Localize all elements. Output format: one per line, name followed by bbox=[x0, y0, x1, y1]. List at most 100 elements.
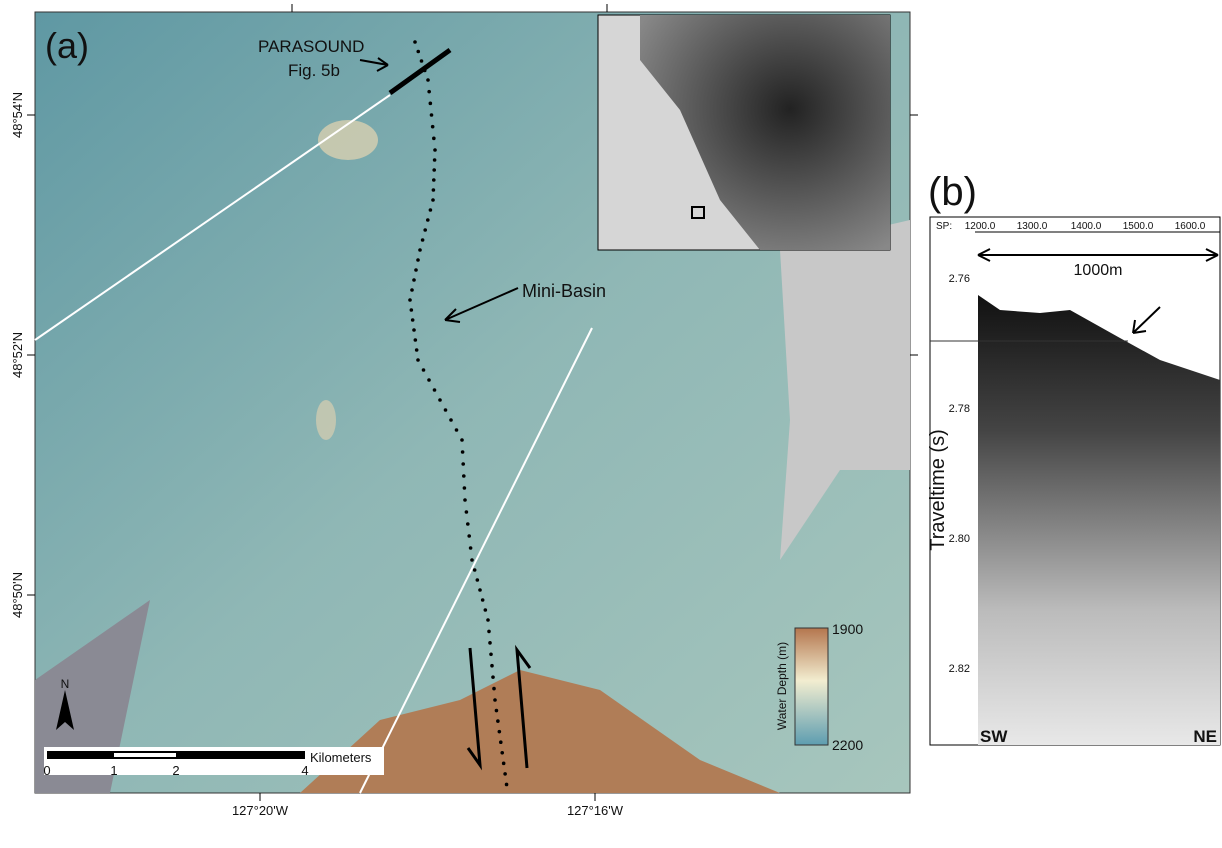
trace-dot bbox=[410, 288, 414, 292]
colorbar-label: 1900 bbox=[832, 621, 863, 637]
sp-tick: 1500.0 bbox=[1123, 221, 1154, 232]
trace-dot bbox=[463, 498, 467, 502]
trace-dot bbox=[503, 772, 507, 776]
scale-bar: Kilometers 0 1 2 4 bbox=[43, 747, 384, 778]
trace-dot bbox=[496, 719, 500, 723]
trace-dot bbox=[490, 664, 494, 668]
trace-dot bbox=[498, 730, 502, 734]
trace-dot bbox=[463, 486, 467, 490]
trace-dot bbox=[505, 783, 509, 787]
trace-dot bbox=[429, 102, 433, 106]
latitude-label: 48°52'N bbox=[10, 332, 25, 378]
trace-dot bbox=[433, 158, 437, 162]
trace-dot bbox=[412, 278, 416, 282]
y-tick: 2.78 bbox=[949, 403, 970, 415]
annotation: PARASOUND bbox=[258, 37, 364, 56]
trace-dot bbox=[491, 675, 495, 679]
trace-dot bbox=[432, 178, 436, 182]
y-tick: 2.76 bbox=[949, 273, 970, 285]
trace-dot bbox=[431, 198, 435, 202]
trace-dot bbox=[487, 630, 491, 634]
scale-segment bbox=[114, 753, 176, 757]
longitude-label: 127°20'W bbox=[232, 803, 289, 818]
trace-dot bbox=[421, 238, 425, 242]
trace-dot bbox=[416, 358, 420, 362]
trace-dot bbox=[449, 418, 453, 422]
trace-dot bbox=[433, 148, 437, 152]
trace-dot bbox=[465, 510, 469, 514]
trace-dot bbox=[410, 308, 414, 312]
panel-label: (b) bbox=[928, 170, 977, 214]
trace-dot bbox=[427, 90, 431, 94]
scale-label: 1 bbox=[110, 763, 117, 778]
inset-map bbox=[598, 15, 890, 250]
y-tick: 2.80 bbox=[949, 533, 970, 545]
trace-dot bbox=[470, 558, 474, 562]
trace-dot bbox=[416, 258, 420, 262]
trace-dot bbox=[431, 125, 435, 129]
trace-dot bbox=[495, 709, 499, 713]
trace-dot bbox=[412, 328, 416, 332]
trace-dot bbox=[427, 378, 431, 382]
colorbar-label: 2200 bbox=[832, 737, 863, 753]
figure: (a) PARASOUND Fig. 5b Mini-Basin 1900 22… bbox=[0, 0, 1222, 843]
scale-label: 2 bbox=[172, 763, 179, 778]
panel-a: (a) PARASOUND Fig. 5b Mini-Basin 1900 22… bbox=[10, 4, 918, 818]
end-label: SW bbox=[980, 727, 1008, 746]
trace-dot bbox=[455, 428, 459, 432]
mound bbox=[316, 400, 336, 440]
trace-dot bbox=[489, 652, 493, 656]
annotation: Mini-Basin bbox=[522, 281, 606, 301]
trace-dot bbox=[444, 408, 448, 412]
trace-dot bbox=[492, 687, 496, 691]
sp-tick: 1400.0 bbox=[1071, 221, 1102, 232]
trace-dot bbox=[430, 113, 434, 117]
trace-dot bbox=[414, 338, 418, 342]
colorbar-title: Water Depth (m) bbox=[775, 642, 789, 730]
trace-dot bbox=[502, 762, 506, 766]
trace-dot bbox=[420, 59, 424, 63]
sp-tick: 1300.0 bbox=[1017, 221, 1048, 232]
distance-label: 1000m bbox=[1074, 262, 1123, 279]
latitude-label: 48°50'N bbox=[10, 572, 25, 618]
panel-label: (a) bbox=[45, 25, 89, 66]
trace-dot bbox=[423, 228, 427, 232]
trace-dot bbox=[432, 188, 436, 192]
trace-dot bbox=[433, 388, 437, 392]
scale-label: 0 bbox=[43, 763, 50, 778]
sp-tick: 1600.0 bbox=[1175, 221, 1206, 232]
trace-dot bbox=[423, 69, 427, 73]
end-label: NE bbox=[1193, 727, 1217, 746]
trace-dot bbox=[481, 598, 485, 602]
trace-dot bbox=[422, 368, 426, 372]
trace-dot bbox=[473, 568, 477, 572]
latitude-label: 48°54'N bbox=[10, 92, 25, 138]
trace-dot bbox=[476, 578, 480, 582]
trace-dot bbox=[461, 450, 465, 454]
trace-dot bbox=[426, 78, 430, 82]
trace-dot bbox=[461, 462, 465, 466]
trace-dot bbox=[493, 698, 497, 702]
scale-unit: Kilometers bbox=[310, 750, 372, 765]
trace-dot bbox=[466, 522, 470, 526]
trace-dot bbox=[413, 40, 417, 44]
longitude-label: 127°16'W bbox=[567, 803, 624, 818]
trace-dot bbox=[418, 248, 422, 252]
north-label: N bbox=[61, 677, 70, 691]
trace-dot bbox=[460, 438, 464, 442]
trace-dot bbox=[411, 318, 415, 322]
sp-tick: 1200.0 bbox=[965, 221, 996, 232]
scale-label: 4 bbox=[301, 763, 308, 778]
trace-dot bbox=[429, 208, 433, 212]
trace-dot bbox=[467, 534, 471, 538]
sp-label: SP: bbox=[936, 221, 952, 232]
annotation: Fig. 5b bbox=[288, 61, 340, 80]
trace-dot bbox=[426, 218, 430, 222]
trace-dot bbox=[488, 641, 492, 645]
trace-dot bbox=[500, 751, 504, 755]
trace-dot bbox=[499, 740, 503, 744]
trace-dot bbox=[486, 618, 490, 622]
trace-dot bbox=[462, 474, 466, 478]
trace-dot bbox=[416, 50, 420, 54]
trace-dot bbox=[415, 348, 419, 352]
